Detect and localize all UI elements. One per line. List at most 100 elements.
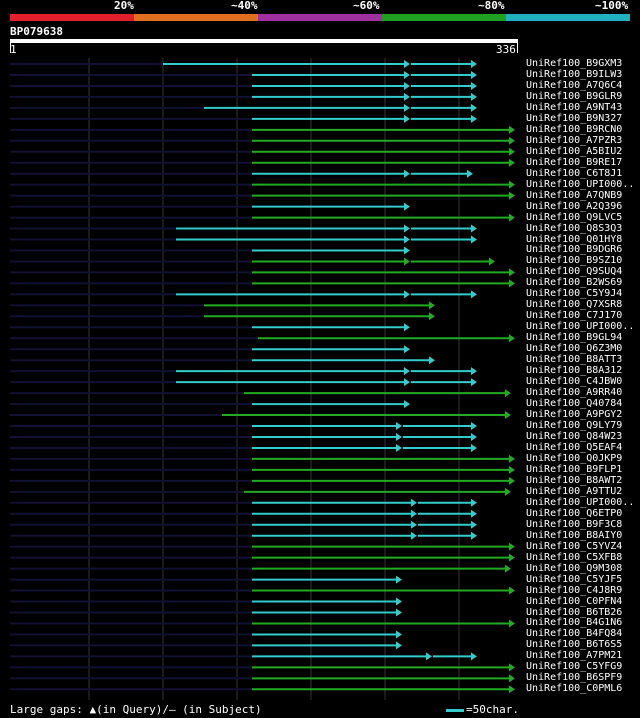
alignment-arrow: [471, 520, 477, 529]
hit-label[interactable]: UniRef100_B9RE17: [526, 156, 623, 168]
hit-label[interactable]: UniRef100_A7PM21: [526, 650, 623, 662]
hit-label[interactable]: UniRef100_A7QNB9: [526, 189, 623, 201]
hit-label[interactable]: UniRef100_C5YFG9: [526, 661, 623, 673]
alignment-arrow: [471, 378, 477, 387]
hit-label[interactable]: UniRef100_Q9M308: [526, 562, 623, 574]
alignment-arrow: [505, 487, 511, 496]
alignment-arrow: [471, 422, 477, 431]
legend-segment: [134, 14, 258, 21]
alignment-arrow: [471, 103, 477, 112]
hit-label[interactable]: UniRef100_A9PGY2: [526, 409, 623, 421]
alignment-arrow: [404, 103, 410, 112]
alignment-arrow: [509, 279, 515, 288]
alignment-arrow: [396, 641, 402, 650]
hit-label[interactable]: UniRef100_A7PZR3: [526, 134, 623, 146]
query-end: 336: [496, 43, 516, 56]
hit-label[interactable]: UniRef100_C5XFB8: [526, 551, 623, 563]
hit-label[interactable]: UniRef100_Q9LVC5: [526, 211, 623, 223]
hit-label[interactable]: UniRef100_B9GLR9: [526, 90, 623, 102]
hit-label[interactable]: UniRef100_B2WS69: [526, 277, 623, 289]
scale-text: =50char.: [466, 703, 519, 716]
hit-label[interactable]: UniRef100_A9NT43: [526, 101, 623, 113]
hit-label[interactable]: UniRef100_Q8S3Q3: [526, 222, 623, 234]
hit-label[interactable]: UniRef100_B8AWT2: [526, 474, 623, 486]
hit-label[interactable]: UniRef100_Q5EAF4: [526, 441, 623, 453]
alignment-arrow: [509, 663, 515, 672]
hit-label[interactable]: UniRef100_B9ILW3: [526, 68, 623, 80]
hit-label[interactable]: UniRef100_Q9SUQ4: [526, 266, 623, 278]
hit-label[interactable]: UniRef100_Q01HY8: [526, 233, 623, 245]
alignment-arrow: [404, 169, 410, 178]
alignment-arrow: [509, 476, 515, 485]
hit-label[interactable]: UniRef100_C4J8R9: [526, 584, 623, 596]
hit-label[interactable]: UniRef100_Q6Z3M0: [526, 343, 623, 355]
hit-label[interactable]: UniRef100_C7J170: [526, 310, 623, 322]
hit-label[interactable]: UniRef100_B8AIY0: [526, 529, 623, 541]
alignment-arrow: [471, 509, 477, 518]
hit-label[interactable]: UniRef100_Q40784: [526, 398, 623, 410]
hit-label[interactable]: UniRef100_UPI000..: [526, 496, 635, 508]
hit-label[interactable]: UniRef100_B9F3C8: [526, 518, 623, 530]
query-end-tick: [517, 43, 518, 53]
hit-label[interactable]: UniRef100_Q9LY79: [526, 420, 623, 431]
identity-legend-bar: [10, 14, 630, 21]
alignment-arrow: [509, 619, 515, 628]
hit-label[interactable]: UniRef100_Q7XSR8: [526, 299, 623, 311]
hit-label[interactable]: UniRef100_B9N327: [526, 112, 623, 124]
alignment-arrow: [404, 92, 410, 101]
hit-label[interactable]: UniRef100_Q0JKP9: [526, 452, 623, 464]
query-start-tick: [10, 43, 11, 53]
hit-label[interactable]: UniRef100_B4G1N6: [526, 617, 623, 629]
alignment-arrow: [471, 432, 477, 441]
hit-label[interactable]: UniRef100_C0PFN4: [526, 595, 623, 607]
hit-label[interactable]: UniRef100_C5Y9J4: [526, 288, 623, 300]
hit-label[interactable]: UniRef100_A7Q6C4: [526, 79, 623, 91]
alignment-arrow: [509, 465, 515, 474]
alignment-arrow: [404, 290, 410, 299]
hit-label[interactable]: UniRef100_B6T6S5: [526, 639, 623, 651]
legend-label: ~40%: [231, 0, 258, 12]
hit-label[interactable]: UniRef100_A5BIU2: [526, 145, 623, 157]
alignment-arrow: [471, 290, 477, 299]
alignment-arrow: [471, 235, 477, 244]
hit-label[interactable]: UniRef100_C5YJF5: [526, 573, 623, 585]
hit-label[interactable]: UniRef100_A9RR40: [526, 387, 623, 399]
large-gaps-legend: Large gaps: ▲(in Query)/— (in Subject): [10, 703, 262, 716]
alignment-arrow: [429, 356, 435, 365]
alignment-arrow: [509, 454, 515, 463]
alignment-arrow: [404, 345, 410, 354]
hit-label[interactable]: UniRef100_B9GXM3: [526, 58, 623, 69]
alignment-arrow: [396, 608, 402, 617]
alignment-arrow: [411, 531, 417, 540]
hit-label[interactable]: UniRef100_C4JBW0: [526, 376, 623, 388]
hit-label[interactable]: UniRef100_B4FQ84: [526, 628, 623, 640]
alignment-arrow: [404, 257, 410, 266]
alignment-arrow: [396, 575, 402, 584]
hit-label[interactable]: UniRef100_Q84W23: [526, 430, 623, 442]
alignment-arrow: [509, 125, 515, 134]
hit-label[interactable]: UniRef100_B9GL94: [526, 332, 623, 344]
hit-label[interactable]: UniRef100_UPI000..: [526, 178, 635, 190]
alignment-arrow: [396, 443, 402, 452]
hit-label[interactable]: UniRef100_C6T8J1: [526, 167, 623, 179]
alignment-arrow: [471, 70, 477, 79]
hit-label[interactable]: UniRef100_C0PML6: [526, 683, 623, 695]
alignment-arrow: [471, 81, 477, 90]
hit-label[interactable]: UniRef100_Q6ETP0: [526, 507, 623, 519]
hit-label[interactable]: UniRef100_A2Q396: [526, 200, 623, 212]
hit-label[interactable]: UniRef100_B8A312: [526, 365, 623, 377]
hit-label[interactable]: UniRef100_C5YVZ4: [526, 540, 623, 552]
hit-label[interactable]: UniRef100_A9TTU2: [526, 485, 623, 497]
hit-label[interactable]: UniRef100_B9FLP1: [526, 463, 623, 475]
hit-label[interactable]: UniRef100_B9DGR6: [526, 244, 623, 256]
hit-label[interactable]: UniRef100_B9SZ10: [526, 255, 623, 267]
alignment-arrow: [404, 400, 410, 409]
hit-label[interactable]: UniRef100_B6SPF9: [526, 672, 623, 684]
alignment-arrow: [396, 432, 402, 441]
hit-label[interactable]: UniRef100_B8ATT3: [526, 354, 623, 366]
hit-label[interactable]: UniRef100_B6TB26: [526, 606, 623, 618]
alignment-arrow: [471, 114, 477, 123]
hit-label[interactable]: UniRef100_B9RCN0: [526, 123, 623, 135]
hit-label[interactable]: UniRef100_UPI000..: [526, 321, 635, 333]
alignment-arrow: [429, 312, 435, 321]
